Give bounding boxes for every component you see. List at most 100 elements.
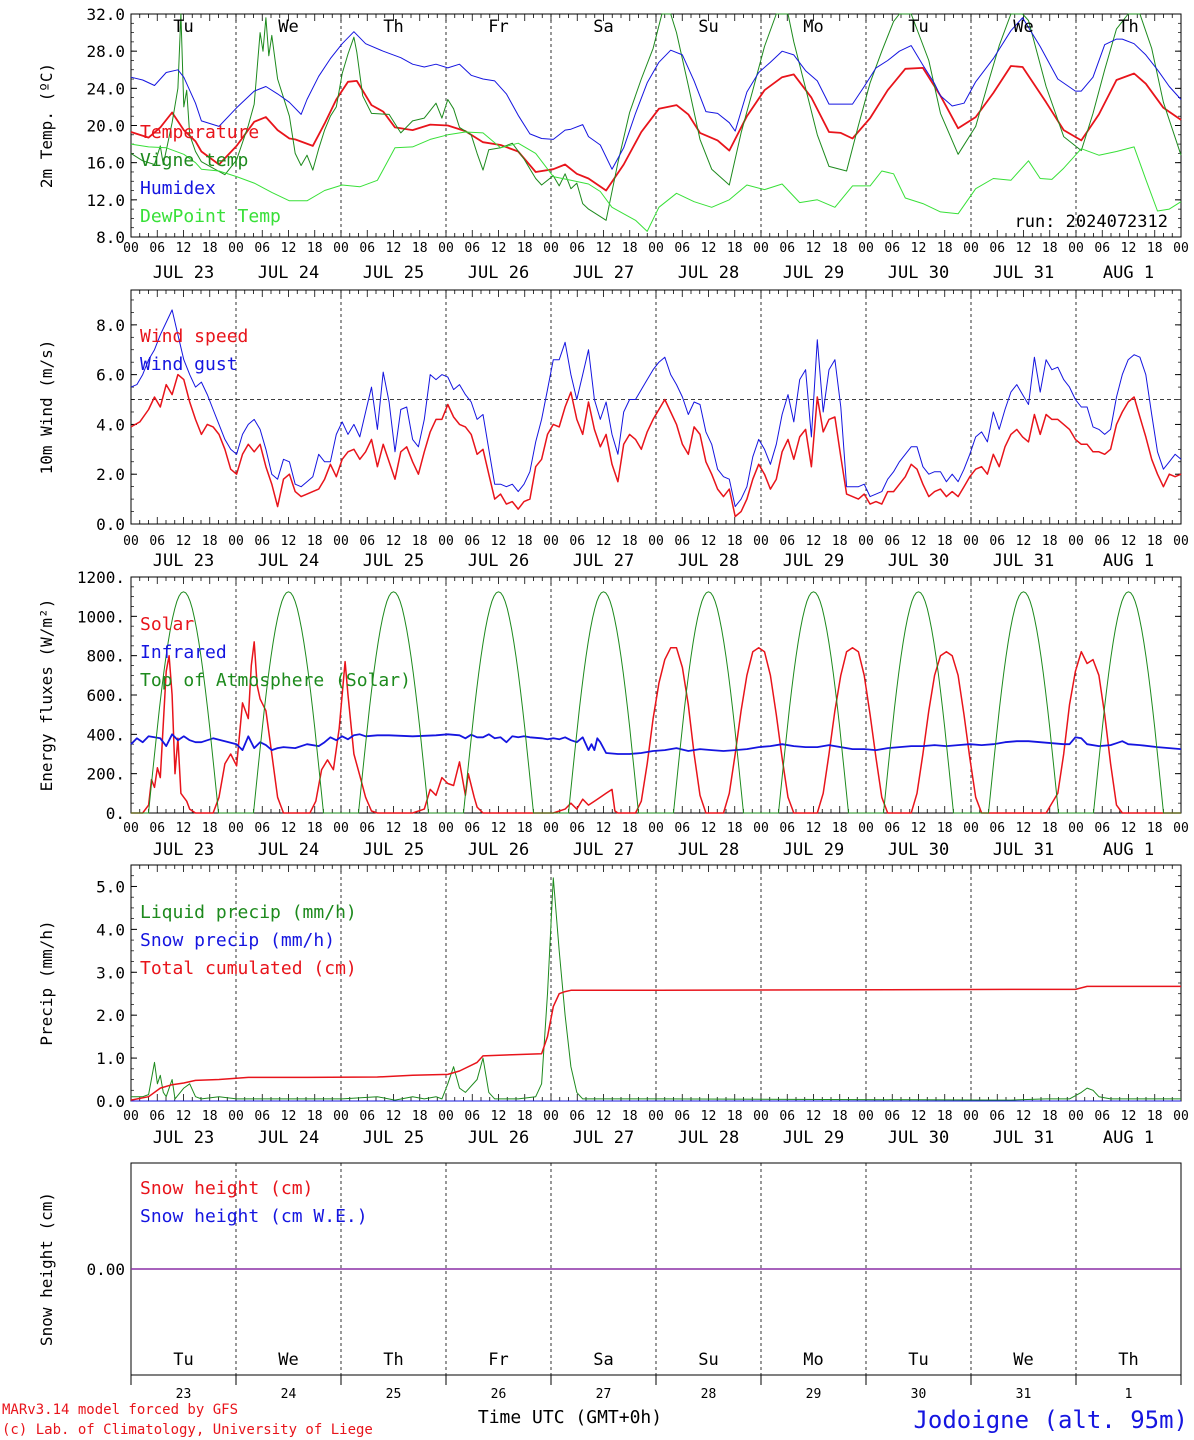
legend-entry: DewPoint Temp <box>140 206 281 227</box>
legend-entry: Humidex <box>140 178 216 199</box>
day-date-label: JUL 23 <box>153 263 214 283</box>
hour-tick-label: 18 <box>727 241 743 256</box>
weekday-label: Sa <box>593 1350 613 1370</box>
hour-tick-label: 06 <box>884 1109 900 1124</box>
hour-tick-label: 00 <box>543 1109 559 1124</box>
y-tick-label: 24.0 <box>86 79 125 98</box>
hour-tick-label: 12 <box>1016 534 1032 549</box>
day-date-label: JUL 25 <box>363 551 424 571</box>
hour-tick-label: 00 <box>753 534 769 549</box>
hour-tick-label: 06 <box>779 534 795 549</box>
hour-tick-label: 00 <box>123 534 139 549</box>
day-date-label: JUL 28 <box>678 840 739 860</box>
hour-tick-label: 18 <box>517 1109 533 1124</box>
hour-tick-label: 18 <box>517 241 533 256</box>
hour-tick-label: 06 <box>149 1109 165 1124</box>
hour-tick-label: 18 <box>307 534 323 549</box>
legend-entry: Top of Atmosphere (Solar) <box>140 670 411 691</box>
hour-tick-label: 06 <box>359 534 375 549</box>
hour-tick-label: 18 <box>1147 1109 1163 1124</box>
weekday-label: Tu <box>908 17 928 37</box>
y-tick-label: 2.0 <box>96 465 125 484</box>
hour-tick-label: 18 <box>307 1109 323 1124</box>
hour-tick-label: 18 <box>412 1109 428 1124</box>
weekday-label: Sa <box>593 17 613 37</box>
hour-tick-label: 00 <box>438 534 454 549</box>
legend-entry: Vigne temp <box>140 150 248 171</box>
day-date-label: JUL 30 <box>888 1128 949 1148</box>
weekday-label: We <box>278 1350 298 1370</box>
hour-tick-label: 00 <box>858 534 874 549</box>
hour-tick-label: 06 <box>569 1109 585 1124</box>
hour-tick-label: 12 <box>806 534 822 549</box>
hour-tick-label: 12 <box>596 821 612 836</box>
day-number-label: 25 <box>386 1387 402 1402</box>
hour-tick-label: 00 <box>963 241 979 256</box>
hour-tick-label: 12 <box>911 1109 927 1124</box>
hour-tick-label: 00 <box>1068 534 1084 549</box>
weekday-label: We <box>1013 17 1033 37</box>
series-line-total-cumulated-cm <box>130 985 1181 1101</box>
weekday-label: Th <box>383 17 403 37</box>
day-date-label: JUL 31 <box>993 551 1054 571</box>
day-date-label: JUL 30 <box>888 840 949 860</box>
hour-tick-label: 00 <box>543 241 559 256</box>
hour-tick-label: 12 <box>1121 821 1137 836</box>
hour-tick-label: 12 <box>1121 241 1137 256</box>
day-date-label: JUL 28 <box>678 551 739 571</box>
hour-tick-label: 12 <box>491 821 507 836</box>
legend-entry: Solar <box>140 614 194 635</box>
hour-tick-label: 06 <box>1094 534 1110 549</box>
hour-tick-label: 18 <box>727 821 743 836</box>
hour-tick-label: 12 <box>176 241 192 256</box>
day-date-label: JUL 29 <box>783 840 844 860</box>
hour-tick-label: 18 <box>307 241 323 256</box>
hour-tick-label: 12 <box>911 241 927 256</box>
weekday-label: Th <box>1118 1350 1138 1370</box>
hour-tick-label: 00 <box>228 1109 244 1124</box>
y-axis-label: 2m Temp. (ºC) <box>37 63 56 188</box>
y-tick-label: 20.0 <box>86 117 125 136</box>
hour-tick-label: 00 <box>123 821 139 836</box>
hour-tick-label: 12 <box>491 1109 507 1124</box>
hour-tick-label: 18 <box>727 1109 743 1124</box>
hour-tick-label: 06 <box>464 1109 480 1124</box>
hour-tick-label: 00 <box>438 1109 454 1124</box>
hour-tick-label: 00 <box>228 534 244 549</box>
y-tick-label: 4.0 <box>96 920 125 939</box>
day-date-label: AUG 1 <box>1103 263 1154 283</box>
hour-tick-label: 12 <box>806 1109 822 1124</box>
y-axis-label: Precip (mm/h) <box>37 920 56 1045</box>
hour-tick-label: 06 <box>779 821 795 836</box>
day-number-label: 31 <box>1016 1387 1032 1402</box>
y-tick-label: 1200. <box>77 568 125 587</box>
weekday-label: Mo <box>803 17 823 37</box>
hour-tick-label: 00 <box>858 821 874 836</box>
hour-tick-label: 12 <box>491 534 507 549</box>
x-axis-label: Time UTC (GMT+0h) <box>478 1407 662 1428</box>
hour-tick-label: 06 <box>464 534 480 549</box>
hour-tick-label: 06 <box>884 821 900 836</box>
hour-tick-label: 12 <box>596 534 612 549</box>
y-tick-label: 8.0 <box>96 228 125 247</box>
hour-tick-label: 12 <box>176 821 192 836</box>
day-date-label: JUL 27 <box>573 263 634 283</box>
hour-tick-label: 06 <box>254 821 270 836</box>
hour-tick-label: 12 <box>281 1109 297 1124</box>
series-line-vigne-temp <box>130 13 1182 221</box>
hour-tick-label: 18 <box>1042 241 1058 256</box>
day-date-label: JUL 23 <box>153 551 214 571</box>
hour-tick-label: 00 <box>648 1109 664 1124</box>
hour-tick-label: 06 <box>569 534 585 549</box>
hour-tick-label: 12 <box>701 821 717 836</box>
hour-tick-label: 00 <box>123 241 139 256</box>
hour-tick-label: 06 <box>569 821 585 836</box>
hour-tick-label: 06 <box>464 241 480 256</box>
weekday-label: Th <box>383 1350 403 1370</box>
hour-tick-label: 18 <box>832 241 848 256</box>
hour-tick-label: 18 <box>1042 534 1058 549</box>
hour-tick-label: 06 <box>989 534 1005 549</box>
day-date-label: JUL 27 <box>573 840 634 860</box>
day-date-label: JUL 31 <box>993 1128 1054 1148</box>
hour-tick-label: 00 <box>963 821 979 836</box>
